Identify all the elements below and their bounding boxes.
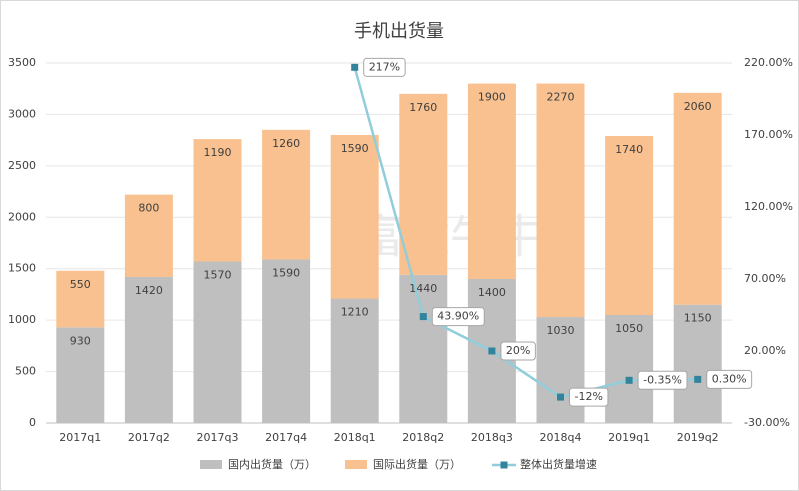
bar-label: 1740 <box>615 143 643 156</box>
y-tick-label: 2500 <box>8 159 36 172</box>
bar-label: 930 <box>70 334 91 347</box>
bar-label: 1570 <box>204 269 232 282</box>
line-label: -12% <box>569 387 609 407</box>
bar-label: 1150 <box>684 312 712 325</box>
bar <box>193 139 242 262</box>
line-label: 20% <box>500 341 536 361</box>
bar <box>330 298 379 423</box>
x-tick-label: 2017q4 <box>265 431 307 444</box>
bar <box>124 194 173 277</box>
bar <box>262 259 311 423</box>
y-tick-label: 1500 <box>8 262 36 275</box>
y-tick-label: 3000 <box>8 107 36 120</box>
bar <box>673 92 722 305</box>
x-tick-label: 2017q1 <box>59 431 101 444</box>
line-label-text: -12% <box>575 390 603 403</box>
bar-label: 550 <box>70 278 91 291</box>
line-label: 0.30% <box>706 369 753 389</box>
legend-label: 国际出货量（万） <box>373 457 461 471</box>
bar <box>399 93 448 275</box>
line-label-text: 20% <box>506 344 530 357</box>
x-tick-label: 2018q4 <box>540 431 582 444</box>
bar <box>124 276 173 423</box>
line-label-text: -0.35% <box>643 373 682 386</box>
line-label: 217% <box>363 57 406 77</box>
line-label-box <box>500 341 536 361</box>
bar-label: 1590 <box>272 266 300 279</box>
line-label-box <box>431 307 485 327</box>
bar <box>536 83 585 318</box>
bar-label: 1590 <box>341 142 369 155</box>
y2-tick-label: 120.00% <box>744 200 793 213</box>
bar <box>605 136 654 315</box>
chart-title: 手机出货量 <box>354 21 444 42</box>
bar <box>673 304 722 423</box>
legend-label: 整体出货量增速 <box>520 457 597 471</box>
bar-label: 1030 <box>547 324 575 337</box>
bar <box>56 327 105 423</box>
bar-label: 2270 <box>547 91 575 104</box>
bar <box>262 129 311 260</box>
line-label-box <box>363 57 406 77</box>
line-marker <box>557 393 564 401</box>
bar <box>193 261 242 423</box>
line-marker <box>625 376 633 384</box>
line-label-box <box>637 370 688 390</box>
bar-label: 1050 <box>615 322 643 335</box>
x-tick-label: 2019q1 <box>608 431 650 444</box>
x-tick-label: 2018q2 <box>402 431 444 444</box>
bar-label: 1420 <box>135 284 163 297</box>
bar <box>330 135 379 299</box>
y-tick-label: 500 <box>15 365 36 378</box>
bar-label: 1210 <box>341 306 369 319</box>
line-label: 43.90% <box>431 307 485 327</box>
bar <box>399 274 448 423</box>
bar-label: 1760 <box>409 101 437 114</box>
line-marker <box>694 375 702 383</box>
line-marker <box>488 347 496 355</box>
bar-label: 1260 <box>272 137 300 150</box>
line-marker <box>351 63 359 71</box>
line-label-box <box>706 369 753 389</box>
y-tick-label: 2000 <box>8 210 36 223</box>
line-label-text: 0.30% <box>712 372 747 385</box>
x-tick-label: 2017q2 <box>128 431 170 444</box>
y2-tick-label: 220.00% <box>744 56 793 69</box>
line-label-box <box>569 387 609 407</box>
line-label: -0.35% <box>637 370 688 390</box>
x-tick-label: 2018q3 <box>471 431 513 444</box>
bar <box>56 270 105 328</box>
legend-label: 国内出货量（万） <box>228 457 316 471</box>
y2-tick-label: 20.00% <box>744 344 786 357</box>
legend-swatch <box>200 460 222 469</box>
legend-swatch <box>345 460 367 469</box>
bar <box>605 315 654 423</box>
y2-tick-label: 170.00% <box>744 128 793 141</box>
bar-label: 1190 <box>204 146 232 159</box>
legend-swatch-marker <box>500 461 508 469</box>
bar-label: 800 <box>138 202 159 215</box>
x-tick-label: 2017q3 <box>197 431 239 444</box>
y-tick-label: 1000 <box>8 313 36 326</box>
y-tick-label: 0 <box>29 416 36 429</box>
line-label-text: 43.90% <box>437 310 479 323</box>
bar-label: 2060 <box>684 100 712 113</box>
bar-label: 1900 <box>478 91 506 104</box>
x-tick-label: 2018q1 <box>334 431 376 444</box>
y2-tick-label: 70.00% <box>744 272 786 285</box>
line-marker <box>419 313 427 321</box>
bar-label: 1400 <box>478 286 506 299</box>
x-tick-label: 2019q2 <box>677 431 719 444</box>
line-label-text: 217% <box>369 60 400 73</box>
y2-tick-label: -30.00% <box>744 416 790 429</box>
bar <box>467 83 516 279</box>
y-tick-label: 3500 <box>8 56 36 69</box>
